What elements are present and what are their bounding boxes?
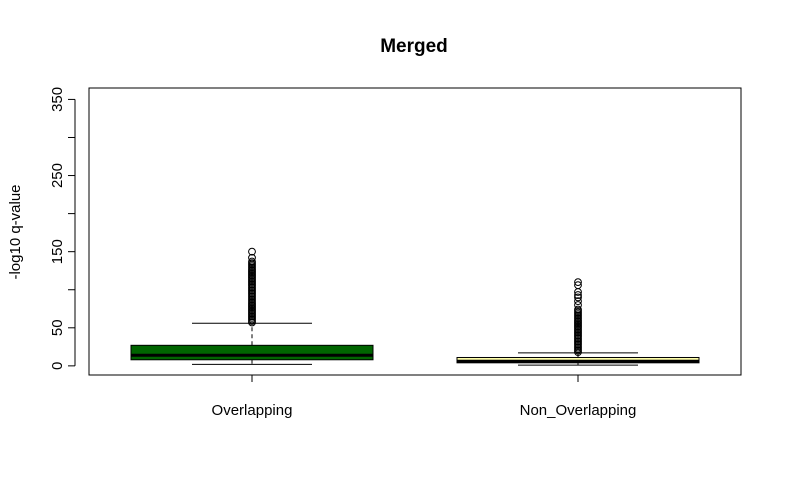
y-tick-label-0: 0 (49, 362, 66, 370)
y-axis: 0 50 150 250 350 (49, 87, 76, 370)
outlier-point (574, 293, 582, 302)
outlier-point (248, 247, 256, 256)
box-non_overlapping (456, 278, 700, 366)
boxes (130, 247, 700, 366)
box-overlapping (130, 247, 374, 365)
outliers (574, 278, 582, 357)
y-tick-label-250: 250 (49, 163, 66, 188)
x-tick-label-non_overlapping: Non_Overlapping (520, 402, 637, 419)
x-tick-label-overlapping: Overlapping (212, 402, 293, 419)
outliers (248, 247, 256, 327)
box-rect (130, 344, 374, 361)
y-tick-label-150: 150 (49, 239, 66, 264)
y-axis-label: -log10 q-value (7, 184, 24, 279)
outlier-point (574, 278, 582, 287)
outlier-point (574, 305, 582, 314)
y-tick-label-350: 350 (49, 87, 66, 112)
plot-frame (88, 87, 742, 376)
outlier-point (248, 257, 256, 266)
outlier-point (574, 301, 582, 309)
outlier-point (574, 291, 582, 299)
outlier-point (574, 281, 582, 290)
outlier-point (248, 253, 256, 262)
outlier-point (574, 297, 582, 306)
chart-title: Merged (380, 36, 448, 57)
y-tick-label-50: 50 (49, 319, 66, 336)
x-axis: Overlapping Non_Overlapping (212, 375, 637, 419)
